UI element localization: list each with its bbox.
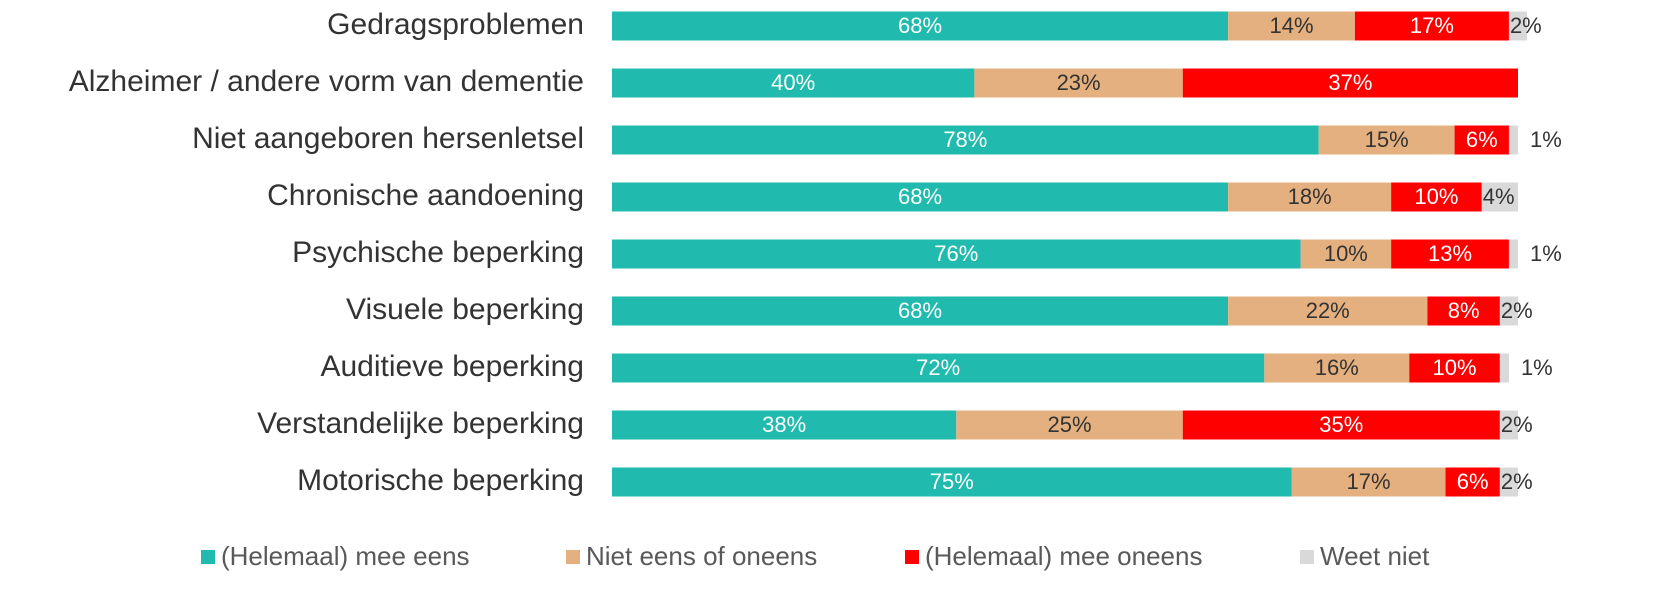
legend-swatch [566,550,580,564]
legend-label: (Helemaal) mee oneens [925,541,1202,571]
value-label: 76% [934,241,978,266]
value-label: 23% [1057,70,1101,95]
legend-swatch [201,550,215,564]
value-label: 18% [1288,184,1332,209]
bar-segment [612,296,1229,326]
category-label: Psychische beperking [292,236,584,269]
legend-label: Niet eens of oneens [586,541,817,571]
bar-segment [1182,68,1518,98]
category-label: Chronische aandoening [267,179,584,212]
category-label: Visuele beperking [346,293,584,326]
value-label: 2% [1501,469,1533,494]
bar-segment [1318,125,1455,155]
value-label: 14% [1269,13,1313,38]
bar-segment [612,11,1229,41]
category-label: Alzheimer / andere vorm van dementie [69,65,584,98]
value-label: 78% [943,127,987,152]
bar-segment [1391,239,1509,269]
category-label: Motorische beperking [297,464,584,497]
bar-segment [1264,353,1410,383]
bar-segment [612,68,975,98]
value-label: 40% [771,70,815,95]
category-label: Verstandelijke beperking [257,407,584,440]
bar-segment [1228,296,1428,326]
value-label: 37% [1328,70,1372,95]
value-label: 68% [898,184,942,209]
bar-segment [1481,182,1518,212]
bar-segment [1391,182,1482,212]
value-label: 10% [1324,241,1368,266]
bar-segment [1291,467,1446,497]
legend-swatch [1300,550,1314,564]
bar-segment [612,467,1292,497]
value-label: 75% [930,469,974,494]
bar-segment [1228,182,1392,212]
legend-label: Weet niet [1320,541,1430,571]
bar-segment [956,410,1183,440]
value-label: 1% [1521,355,1553,380]
bar-segment [1300,239,1392,269]
value-label: 16% [1315,355,1359,380]
bar-segment [1508,125,1518,155]
bar-segment [612,353,1265,383]
value-label: 1% [1530,127,1562,152]
value-label: 25% [1048,412,1092,437]
value-label: 8% [1448,298,1480,323]
value-label: 38% [762,412,806,437]
bar-segment [1499,353,1509,383]
bar-segment [612,182,1229,212]
bar-segment [1409,353,1500,383]
bar-segment [1427,296,1500,326]
bar-segment [1182,410,1500,440]
bar-segment [1445,467,1500,497]
bar-segment [1499,467,1518,497]
bar-segment [1508,11,1528,41]
value-label: 4% [1483,184,1515,209]
legend-label: (Helemaal) mee eens [221,541,470,571]
bar-segment [1499,410,1518,440]
value-label: 22% [1306,298,1350,323]
value-label: 6% [1466,127,1498,152]
category-label: Auditieve beperking [320,350,584,383]
value-label: 15% [1365,127,1409,152]
bar-segment [612,239,1301,269]
value-label: 72% [916,355,960,380]
value-label: 68% [898,298,942,323]
value-label: 2% [1510,13,1542,38]
value-label: 10% [1433,355,1477,380]
value-label: 35% [1319,412,1363,437]
bar-segment [1454,125,1509,155]
bar-segment [1508,239,1518,269]
value-label: 68% [898,13,942,38]
value-label: 17% [1346,469,1390,494]
bar-segment [612,410,957,440]
value-label: 2% [1501,412,1533,437]
bar-segment [1228,11,1355,41]
bar-segment [1499,296,1518,326]
value-label: 2% [1501,298,1533,323]
bar-segment [974,68,1183,98]
value-label: 10% [1414,184,1458,209]
value-label: 13% [1428,241,1472,266]
value-label: 17% [1410,13,1454,38]
bar-segment [1354,11,1509,41]
value-label: 6% [1457,469,1489,494]
bar-segment [612,125,1319,155]
category-label: Niet aangeboren hersenletsel [192,122,584,155]
category-label: Gedragsproblemen [327,8,584,41]
value-label: 1% [1530,241,1562,266]
legend-swatch [905,550,919,564]
